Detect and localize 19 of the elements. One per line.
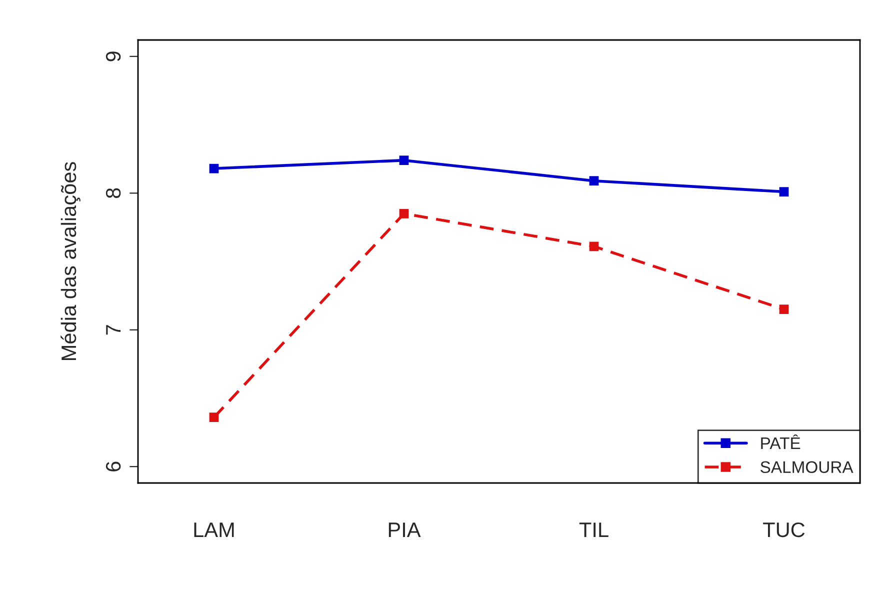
point (399, 208, 409, 218)
x-tick-label: TIL (579, 522, 608, 537)
x-tick-label: PIA (388, 522, 421, 537)
point (779, 304, 789, 314)
x-tick-label: LAM (194, 522, 234, 537)
y-tick-label: 7 (106, 325, 120, 335)
legend-label: SALMOURA (760, 461, 854, 474)
point (209, 164, 219, 174)
point (779, 187, 789, 196)
legend-label: PATÊ (761, 434, 800, 450)
x-tick-label: TUC (763, 522, 805, 538)
y-tick-label: 8 (106, 188, 121, 198)
y-tick-label: 9 (106, 52, 121, 62)
point (589, 176, 599, 186)
y-axis-title: Média das avaliações (60, 162, 80, 360)
point (589, 242, 599, 252)
point (209, 412, 219, 422)
point (399, 156, 409, 166)
y-tick-label: 6 (106, 462, 121, 472)
